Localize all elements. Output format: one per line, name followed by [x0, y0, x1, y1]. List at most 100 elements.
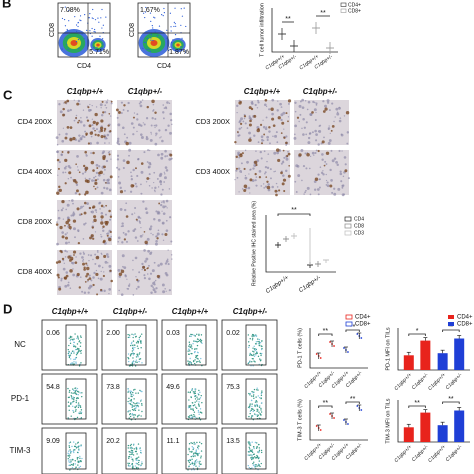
cell-dot — [260, 462, 262, 465]
nucleus — [322, 173, 325, 176]
stained-cell — [321, 140, 325, 144]
cell-dot — [254, 404, 256, 406]
nucleus — [81, 256, 84, 259]
point — [347, 423, 349, 425]
cell-dot — [248, 441, 250, 443]
cell-dot — [68, 396, 71, 398]
stained-cell — [123, 104, 126, 107]
nucleus — [136, 240, 139, 242]
cell-dot — [191, 445, 193, 448]
cell-dot — [135, 335, 137, 338]
gate — [185, 324, 207, 366]
nucleus — [279, 102, 282, 106]
cell-dot — [187, 350, 189, 352]
flow-plot — [41, 427, 98, 474]
nucleus — [132, 168, 135, 172]
cell-dot — [257, 355, 260, 358]
cell-dot — [138, 464, 140, 466]
cell-dot — [161, 14, 163, 16]
nucleus — [110, 235, 112, 238]
cell-dot — [162, 15, 164, 17]
nucleus — [257, 99, 259, 102]
nucleus — [83, 291, 87, 294]
cell-dot — [98, 21, 100, 23]
nucleus — [239, 119, 242, 123]
cell-dot — [255, 414, 257, 416]
cell-dot — [94, 19, 97, 21]
cell-dot — [140, 333, 143, 335]
cell-dot — [251, 441, 253, 443]
cell-dot — [68, 20, 70, 22]
cell-dot — [89, 30, 91, 32]
nucleus — [165, 260, 169, 263]
cell-dot — [127, 464, 130, 466]
nucleus — [267, 183, 270, 186]
nucleus — [309, 132, 312, 135]
nucleus — [319, 178, 321, 181]
cell-dot — [139, 335, 142, 337]
nucleus — [244, 122, 247, 125]
nucleus — [331, 159, 335, 163]
stained-cell — [285, 112, 288, 115]
cell-dot — [75, 354, 78, 356]
stained-cell — [109, 130, 112, 133]
nucleus — [61, 139, 65, 143]
cell-dot — [74, 460, 76, 462]
cell-dot — [188, 345, 190, 347]
cell-dot — [200, 339, 203, 342]
cell-dot — [140, 347, 142, 349]
gate-value: 13.5 — [226, 438, 240, 445]
gate-value: 20.2 — [106, 438, 120, 445]
cell-dot — [256, 454, 258, 457]
cell-dot — [188, 448, 190, 451]
cell-dot — [192, 447, 194, 449]
nucleus — [307, 136, 311, 140]
stained-cell — [103, 127, 107, 131]
cell-dot — [131, 414, 133, 416]
nucleus — [89, 108, 92, 112]
nucleus — [315, 102, 318, 105]
cell-dot — [197, 340, 200, 343]
cell-dot — [68, 442, 71, 444]
cell-dot — [128, 456, 130, 458]
cell-dot — [138, 358, 141, 360]
cell-dot — [255, 457, 258, 459]
cell-dot — [80, 411, 83, 413]
cell-dot — [184, 52, 186, 54]
cell-dot — [195, 361, 198, 363]
cell-dot — [77, 456, 79, 459]
cell-dot — [71, 445, 73, 448]
nucleus — [240, 162, 243, 165]
nucleus — [73, 119, 76, 122]
nucleus — [314, 129, 317, 133]
stained-cell — [280, 171, 283, 175]
cell-dot — [188, 443, 191, 445]
cell-dot — [154, 31, 156, 33]
cell-dot — [198, 389, 200, 392]
cell-dot — [129, 465, 131, 467]
nucleus — [264, 166, 268, 169]
point — [356, 333, 359, 335]
nucleus — [83, 223, 86, 226]
nucleus — [299, 113, 302, 116]
cell-dot — [191, 416, 193, 418]
cell-dot — [81, 457, 83, 460]
nucleus — [294, 124, 298, 128]
cell-dot — [195, 355, 197, 357]
cell-dot — [138, 409, 140, 411]
nucleus — [119, 208, 123, 211]
stained-cell — [64, 276, 68, 280]
nucleus — [136, 130, 138, 133]
cell-dot — [199, 397, 202, 399]
cell-dot — [247, 406, 250, 408]
flow-plot — [101, 373, 158, 425]
point — [347, 351, 349, 353]
cell-dot — [193, 411, 196, 413]
nucleus — [123, 208, 127, 212]
nucleus — [164, 173, 166, 175]
stained-cell — [103, 254, 107, 258]
cell-dot — [194, 398, 197, 400]
nucleus — [153, 181, 155, 184]
nucleus — [154, 126, 156, 129]
stained-cell — [93, 218, 97, 223]
